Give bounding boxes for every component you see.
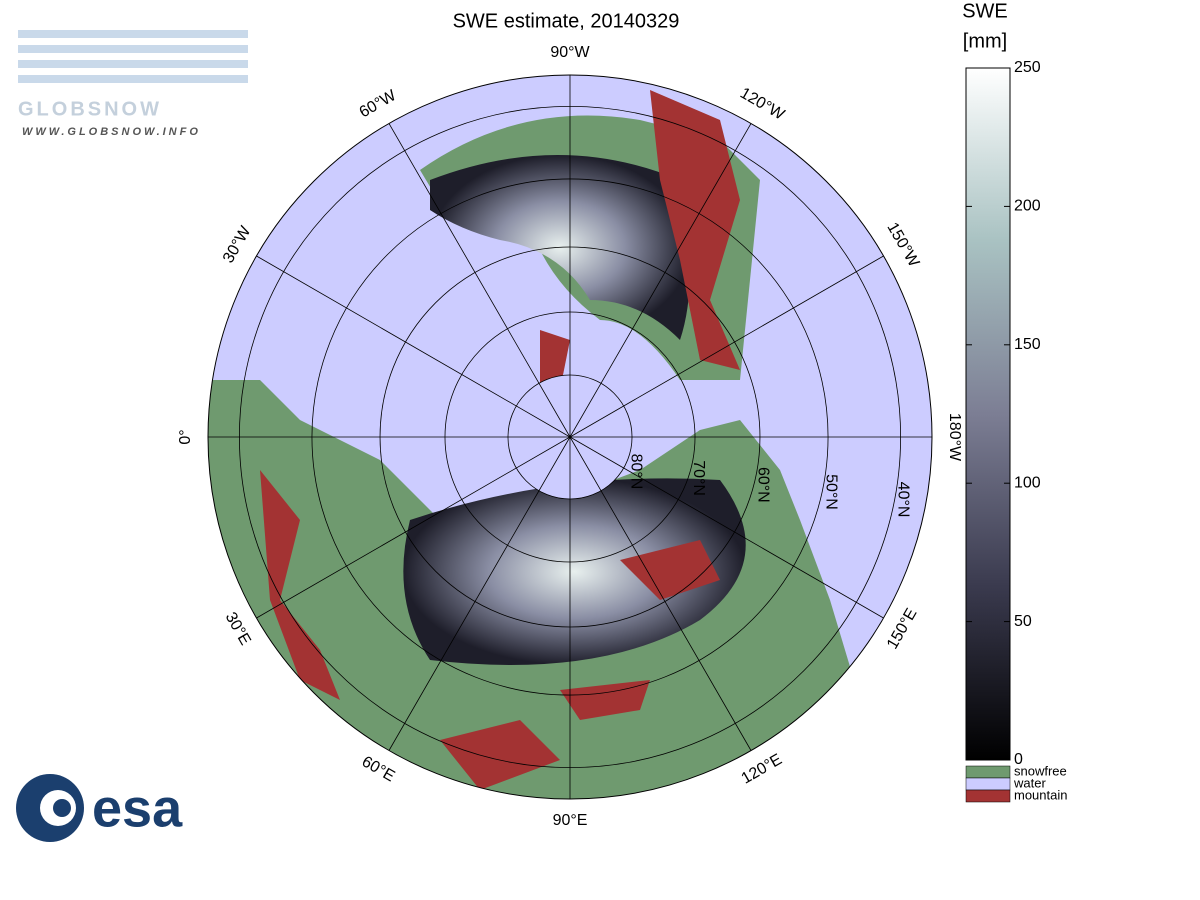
legend-swatch: [965, 789, 1011, 803]
colorbar-tick-label: 200: [1014, 198, 1041, 215]
colorbar-unit: [mm]: [963, 30, 1007, 52]
esa-logo: esa: [16, 774, 183, 842]
colorbar-tick-label: 150: [1014, 336, 1041, 353]
parallel-label: 40°N: [895, 482, 912, 518]
meridian-label: 150°E: [884, 606, 921, 652]
parallel-label: 70°N: [690, 460, 707, 496]
parallel-label: 80°N: [627, 454, 644, 490]
map-title: SWE estimate, 20140329: [453, 10, 680, 32]
globsnow-logo: GLOBSNOW WWW.GLOBSNOW.INFO: [18, 30, 248, 138]
legend-label: snowfree: [1014, 763, 1067, 778]
legend-label: mountain: [1014, 787, 1067, 802]
meridian-label: 90°E: [553, 812, 588, 829]
colorbar-ramp: [965, 67, 1011, 761]
map-disk: [208, 75, 932, 799]
legend-swatch: [965, 777, 1011, 791]
colorbar-title: SWE: [962, 0, 1008, 22]
esa-text: esa: [92, 778, 183, 838]
meridian-label: 120°E: [739, 751, 785, 788]
meridian: [569, 436, 884, 619]
colorbar-tick-label: 100: [1014, 474, 1041, 491]
logo-name: GLOBSNOW: [18, 98, 162, 120]
meridian-label: 0°: [177, 429, 194, 444]
colorbar: SWE [mm]: [962, 0, 1011, 761]
meridian-label: 60°E: [359, 753, 398, 785]
meridian-label: 90°W: [550, 44, 590, 61]
legend-swatch: [965, 765, 1011, 779]
meridian-label: 150°W: [883, 220, 922, 271]
legend-label: water: [1013, 775, 1046, 790]
meridian-label: 120°W: [737, 85, 788, 124]
meridian-label: 180°W: [946, 413, 963, 462]
meridian: [569, 123, 752, 438]
meridian-label: 30°E: [222, 610, 254, 649]
colorbar-tick-label: 0: [1014, 751, 1023, 768]
meridian-label: 60°W: [357, 87, 400, 122]
parallel-label: 60°N: [755, 467, 772, 503]
meridian: [388, 436, 571, 751]
meridian-label: 30°W: [220, 223, 255, 266]
colorbar-tick-label: 50: [1014, 613, 1032, 630]
colorbar-tick-label: 250: [1014, 59, 1041, 76]
meridian: [256, 436, 571, 619]
logo-url: WWW.GLOBSNOW.INFO: [22, 126, 201, 138]
meridian: [569, 436, 752, 751]
meridian: [256, 255, 571, 438]
meridian: [569, 255, 884, 438]
parallel-label: 50°N: [822, 474, 839, 510]
meridian: [388, 123, 571, 438]
